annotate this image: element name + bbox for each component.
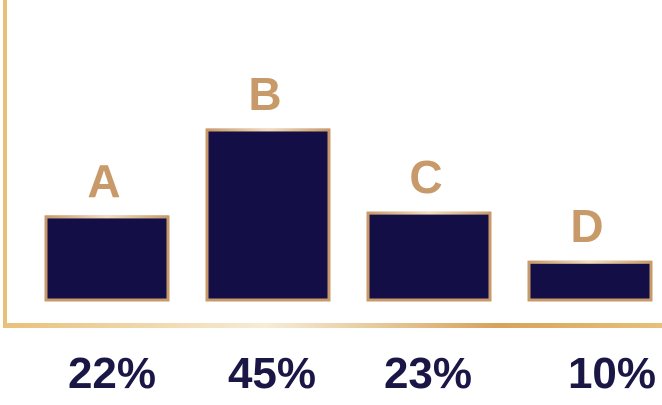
bar-top-highlight (529, 260, 651, 264)
value-label: 22% (68, 349, 156, 398)
bar-top-highlight (368, 211, 490, 215)
category-label: D (570, 200, 603, 252)
bar-a (44, 215, 170, 302)
category-label: A (87, 155, 120, 207)
value-label: 45% (228, 349, 316, 398)
bar-c (366, 211, 492, 302)
x-axis-line (3, 323, 662, 328)
bar-top-highlight (207, 128, 329, 132)
category-label: C (409, 151, 442, 203)
y-axis-line (3, 0, 7, 328)
category-label: B (248, 68, 281, 120)
value-label: 10% (568, 349, 656, 398)
bar-d (527, 260, 653, 302)
value-label: 23% (384, 349, 472, 398)
bar-top-highlight (46, 215, 168, 219)
bar-b (205, 128, 331, 302)
